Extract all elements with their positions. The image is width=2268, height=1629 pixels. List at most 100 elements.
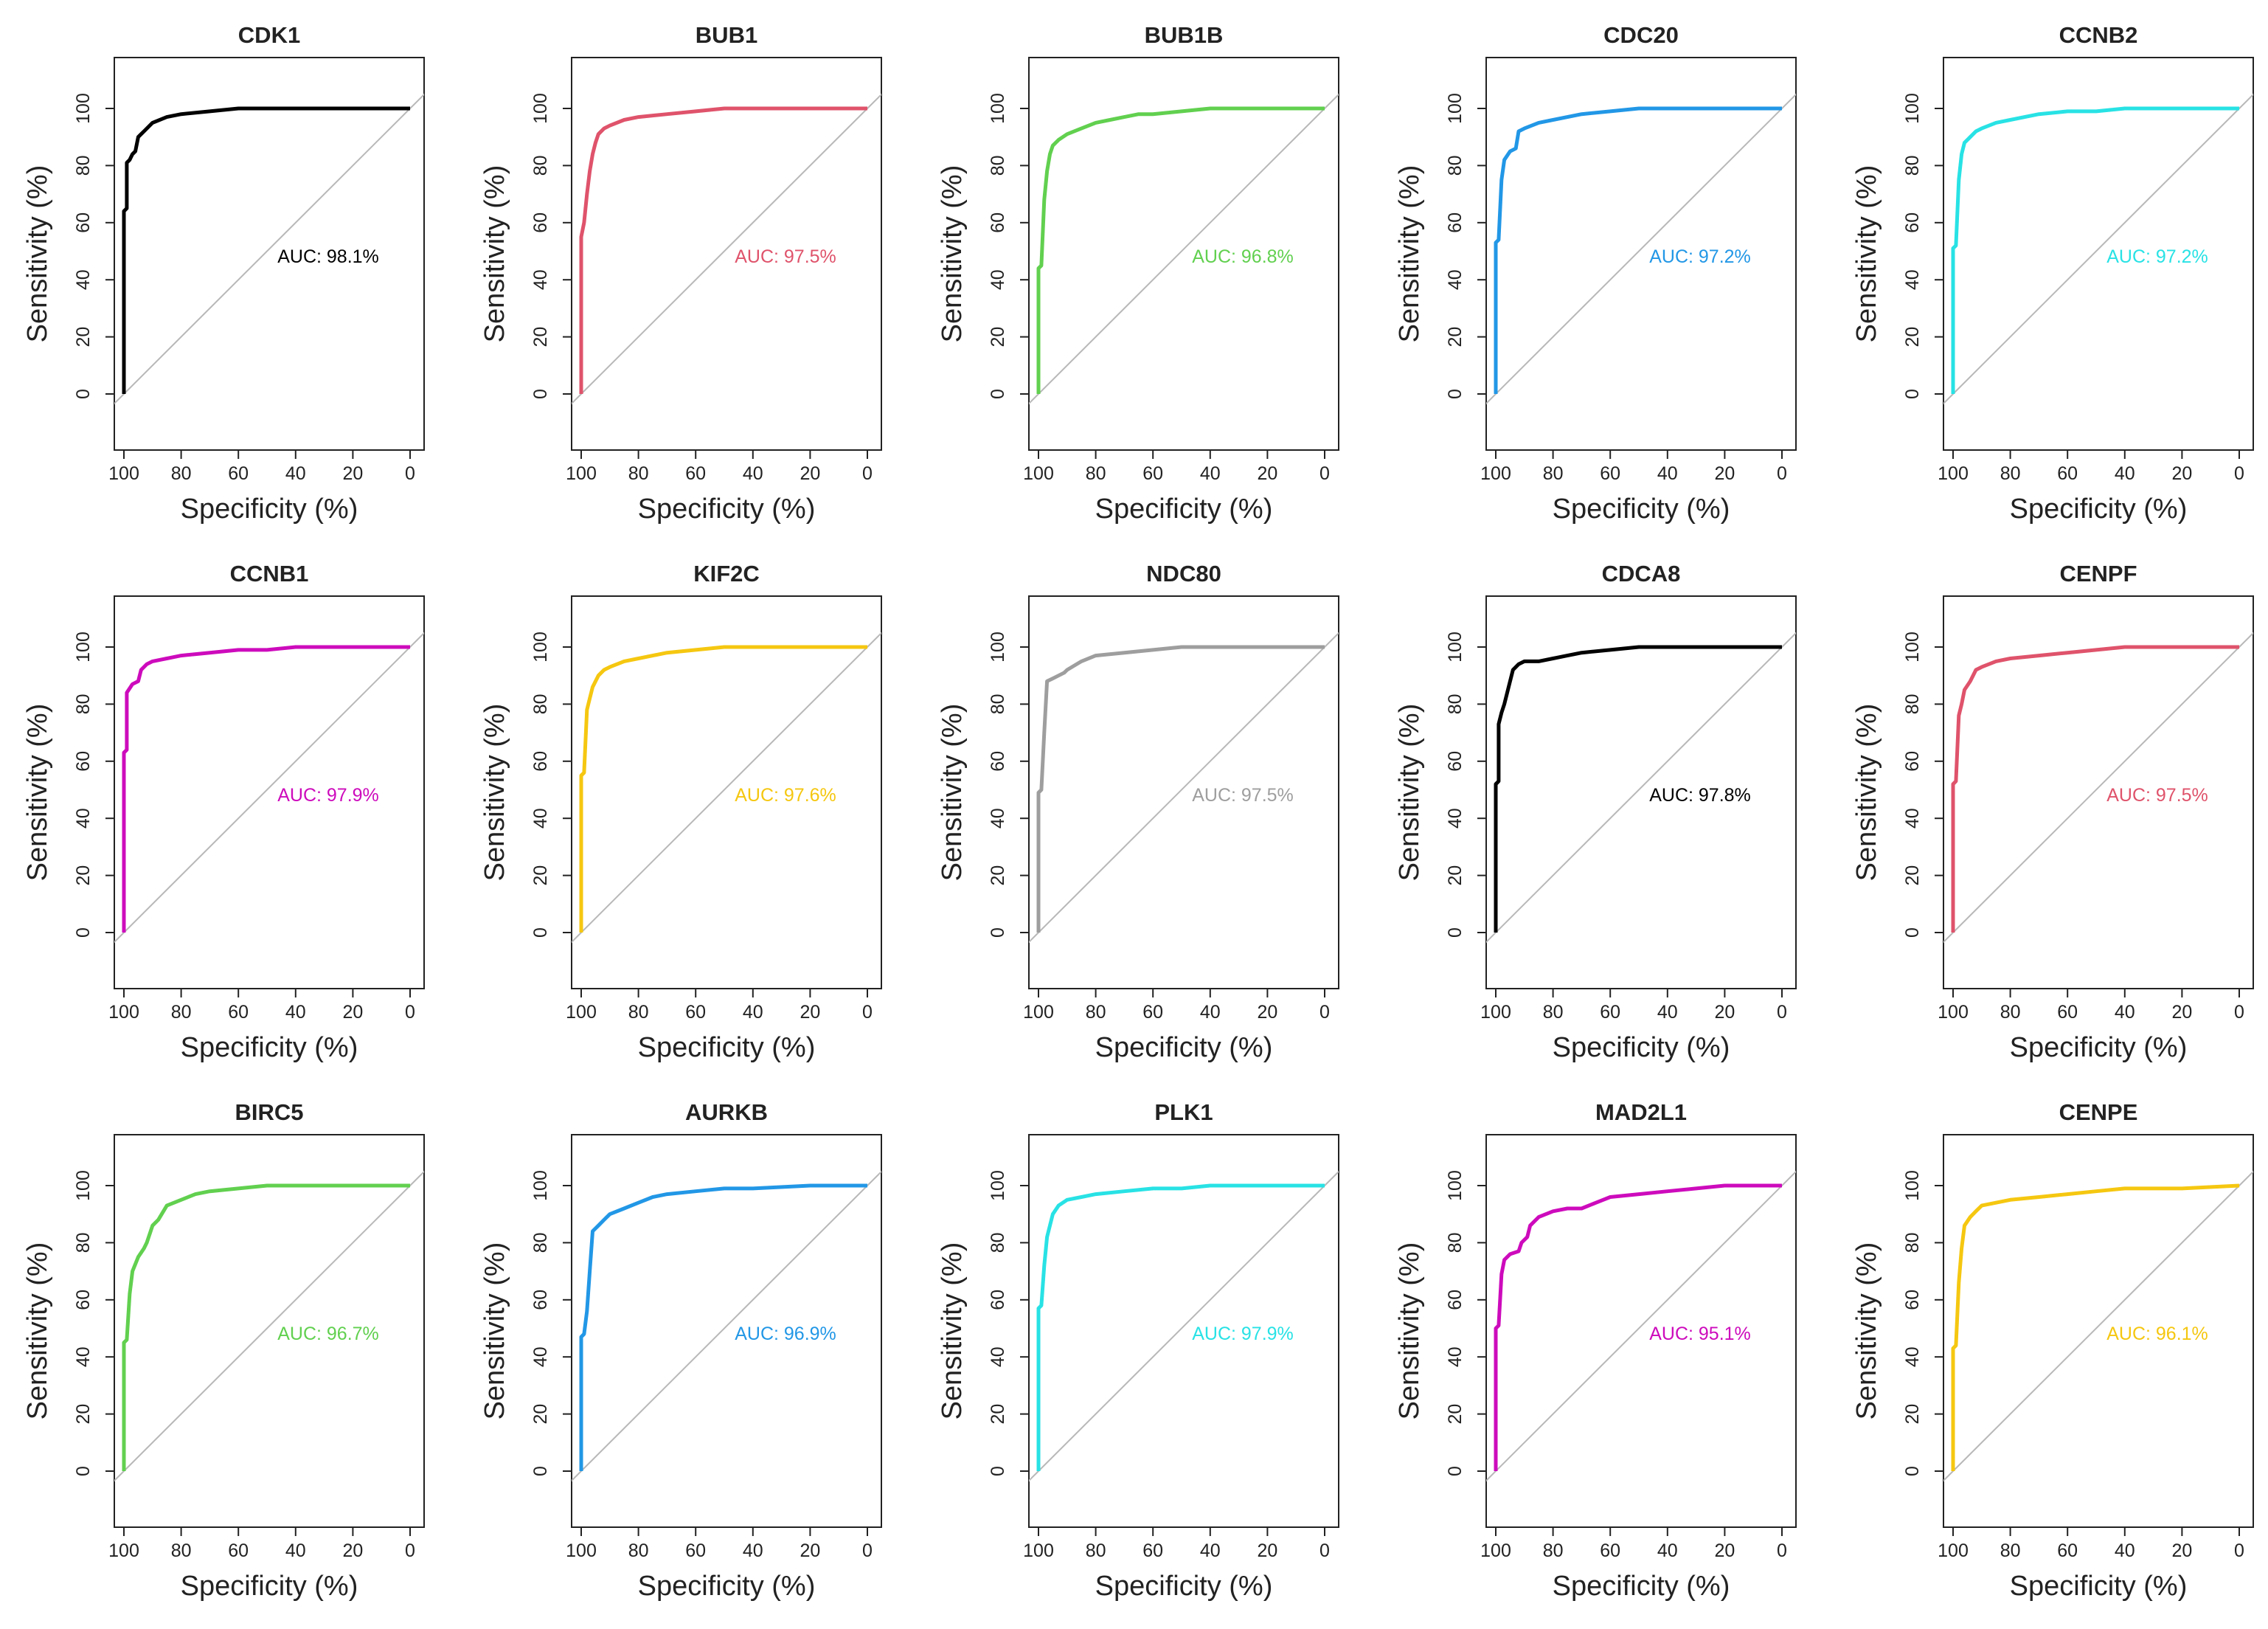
y-axis-title: Sensitivity (%)	[1394, 165, 1425, 343]
x-tick-label: 60	[228, 1002, 249, 1023]
x-axis-title: Specificity (%)	[2010, 1571, 2188, 1602]
y-tick-label: 40	[530, 808, 551, 829]
y-axis-title: Sensitivity (%)	[22, 1242, 53, 1420]
x-tick-label: 40	[1657, 1540, 1678, 1561]
roc-panel: MAD2L1 0 20 40 60 80 100 100 80 60 40 20 0 Specificit…	[1394, 1099, 1797, 1602]
y-tick-label: 20	[530, 865, 551, 886]
roc-panel: NDC80 0 20 40 60 80 100 100 80 60 40 20 0 Specificity…	[937, 561, 1339, 1063]
panel-title: BUB1B	[1145, 22, 1224, 48]
x-axis-title: Specificity (%)	[181, 1032, 358, 1063]
diagonal-reference-line	[1486, 1170, 1796, 1482]
x-tick-label: 20	[1714, 1540, 1735, 1561]
x-tick-label: 80	[171, 1540, 192, 1561]
roc-panel: CENPE 0 20 40 60 80 100 100 80 60 40 20 0 Specificity…	[1851, 1099, 2254, 1602]
diagonal-reference-line	[1029, 1170, 1339, 1482]
auc-label: AUC: 96.7%	[277, 1324, 379, 1344]
x-tick-label: 80	[1543, 1540, 1564, 1561]
roc-curve-line	[1036, 106, 1325, 394]
y-axis-title: Sensitivity (%)	[1851, 165, 1882, 343]
x-tick-label: 40	[1200, 1540, 1221, 1561]
y-tick-label: 80	[1445, 1232, 1466, 1253]
x-tick-label: 20	[800, 463, 820, 484]
x-tick-label: 60	[1142, 1540, 1163, 1561]
x-axis-title: Specificity (%)	[1553, 1571, 1730, 1602]
roc-panel: KIF2C 0 20 40 60 80 100 100 80 60 40 20 0 Specificity…	[479, 561, 882, 1063]
y-axis-title: Sensitivity (%)	[1851, 704, 1882, 882]
x-tick-label: 60	[1600, 463, 1620, 484]
y-tick-label: 100	[1902, 93, 1923, 124]
roc-panel: PLK1 0 20 40 60 80 100 100 80 60 40 20 0 Specificity …	[937, 1099, 1339, 1602]
x-tick-label: 0	[1319, 1540, 1330, 1561]
x-tick-label: 20	[1257, 463, 1277, 484]
y-tick-label: 80	[1445, 155, 1466, 176]
panel-title: CDK1	[238, 22, 300, 48]
diagonal-reference-line	[572, 93, 881, 405]
panel-title: CCNB2	[2059, 22, 2138, 48]
x-tick-label: 20	[2171, 1002, 2192, 1023]
x-axis-title: Specificity (%)	[638, 494, 816, 525]
panel-title: CCNB1	[230, 561, 309, 587]
y-tick-label: 100	[988, 1170, 1008, 1201]
x-tick-label: 100	[1480, 1540, 1511, 1561]
x-tick-label: 20	[1257, 1540, 1277, 1561]
panel-title: CENPF	[2059, 561, 2137, 587]
roc-panel: CENPF 0 20 40 60 80 100 100 80 60 40 20 0 Specificity…	[1851, 561, 2254, 1063]
y-tick-label: 20	[988, 327, 1008, 347]
x-tick-label: 20	[800, 1540, 820, 1561]
y-tick-label: 40	[1902, 1346, 1923, 1367]
diagonal-reference-line	[114, 632, 424, 944]
roc-curve-line	[122, 106, 410, 394]
y-tick-label: 100	[530, 632, 551, 663]
y-tick-label: 40	[1445, 269, 1466, 290]
diagonal-reference-line	[1943, 1170, 2253, 1482]
roc-panel: BUB1B 0 20 40 60 80 100 100 80 60 40 20 0 Specificity…	[937, 22, 1339, 525]
roc-curve-line	[122, 1183, 410, 1471]
x-tick-label: 60	[685, 463, 706, 484]
x-axis-title: Specificity (%)	[1095, 494, 1273, 525]
x-tick-label: 100	[566, 1002, 597, 1023]
y-tick-label: 60	[73, 1290, 94, 1310]
x-tick-label: 0	[862, 1002, 873, 1023]
y-tick-label: 0	[73, 389, 94, 399]
x-tick-label: 0	[2234, 463, 2244, 484]
y-tick-label: 0	[1902, 389, 1923, 399]
x-tick-label: 40	[743, 463, 763, 484]
x-tick-label: 0	[1319, 1002, 1330, 1023]
y-tick-label: 40	[73, 1346, 94, 1367]
x-axis-title: Specificity (%)	[2010, 494, 2188, 525]
x-tick-label: 60	[685, 1002, 706, 1023]
x-tick-label: 0	[1319, 463, 1330, 484]
panel-title: KIF2C	[693, 561, 760, 587]
y-tick-label: 40	[988, 808, 1008, 829]
y-axis-title: Sensitivity (%)	[479, 704, 510, 882]
x-axis-title: Specificity (%)	[638, 1032, 816, 1063]
y-tick-label: 60	[988, 212, 1008, 233]
x-tick-label: 100	[108, 1540, 139, 1561]
y-tick-label: 100	[73, 1170, 94, 1201]
roc-curve-line	[579, 645, 867, 933]
x-tick-label: 40	[2115, 1540, 2135, 1561]
x-tick-label: 20	[2171, 463, 2192, 484]
y-tick-label: 20	[73, 1404, 94, 1425]
y-tick-label: 60	[988, 751, 1008, 772]
auc-label: AUC: 97.6%	[735, 785, 836, 806]
y-tick-label: 0	[73, 927, 94, 938]
y-tick-label: 40	[1445, 1346, 1466, 1367]
y-tick-label: 0	[1445, 389, 1466, 399]
auc-label: AUC: 97.5%	[2106, 785, 2208, 806]
roc-panel: BUB1 0 20 40 60 80 100 100 80 60 40 20 0 Specificity …	[479, 22, 882, 525]
x-tick-label: 100	[566, 463, 597, 484]
x-tick-label: 100	[108, 1002, 139, 1023]
x-tick-label: 0	[862, 463, 873, 484]
x-tick-label: 100	[1023, 1002, 1054, 1023]
y-tick-label: 0	[988, 927, 1008, 938]
auc-label: AUC: 97.5%	[1192, 785, 1294, 806]
y-tick-label: 20	[530, 327, 551, 347]
auc-label: AUC: 98.1%	[277, 246, 379, 267]
y-axis-title: Sensitivity (%)	[1394, 704, 1425, 882]
x-tick-label: 40	[2115, 463, 2135, 484]
y-tick-label: 80	[530, 1232, 551, 1253]
y-tick-label: 20	[530, 1404, 551, 1425]
y-tick-label: 60	[1445, 751, 1466, 772]
